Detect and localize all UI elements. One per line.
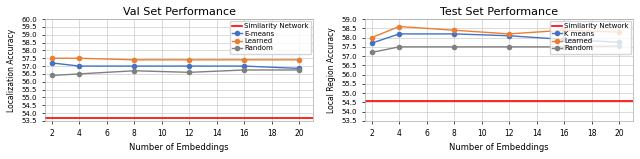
K means — [506, 35, 513, 37]
Random — [76, 73, 83, 75]
Learned — [396, 26, 403, 28]
Y-axis label: Local Region Accuracy: Local Region Accuracy — [327, 27, 336, 113]
Title: Val Set Performance: Val Set Performance — [122, 7, 236, 17]
Random — [241, 69, 248, 71]
E-means — [186, 65, 193, 67]
Learned — [48, 57, 56, 59]
K means — [616, 41, 623, 43]
E-means — [131, 65, 138, 67]
Learned — [76, 57, 83, 59]
Random — [186, 71, 193, 73]
Line: Random: Random — [50, 68, 301, 78]
Learned — [561, 29, 568, 31]
Random — [131, 70, 138, 72]
Random — [451, 46, 458, 48]
Similarity Network — [354, 100, 362, 101]
Line: K means: K means — [370, 32, 621, 45]
X-axis label: Number of Embeddings: Number of Embeddings — [129, 143, 229, 152]
Learned — [506, 33, 513, 35]
Title: Test Set Performance: Test Set Performance — [440, 7, 558, 17]
Random — [396, 46, 403, 48]
Line: Random: Random — [370, 44, 621, 55]
Learned — [451, 29, 458, 31]
Random — [48, 75, 56, 76]
E-means — [48, 62, 56, 64]
Random — [368, 52, 376, 53]
K means — [396, 33, 403, 35]
Random — [561, 46, 568, 48]
K means — [561, 38, 568, 40]
E-means — [296, 67, 303, 69]
Line: E-means: E-means — [50, 61, 301, 70]
Similarity Network — [340, 100, 348, 101]
Learned — [616, 31, 623, 33]
Learned — [241, 59, 248, 61]
Learned — [186, 59, 193, 61]
Random — [506, 46, 513, 48]
E-means — [241, 65, 248, 67]
Learned — [296, 59, 303, 61]
Learned — [131, 59, 138, 61]
E-means — [76, 65, 83, 67]
Line: Learned: Learned — [50, 56, 301, 62]
Similarity Network — [20, 117, 28, 119]
K means — [368, 42, 376, 44]
Legend: Similarity Network, E-means, Learned, Random: Similarity Network, E-means, Learned, Ra… — [230, 21, 311, 54]
Similarity Network — [34, 117, 42, 119]
Y-axis label: Localization Accuracy: Localization Accuracy — [7, 28, 16, 112]
K means — [451, 33, 458, 35]
X-axis label: Number of Embeddings: Number of Embeddings — [449, 143, 548, 152]
Legend: Similarity Network, K means, Learned, Random: Similarity Network, K means, Learned, Ra… — [550, 21, 631, 54]
Learned — [368, 37, 376, 39]
Random — [296, 69, 303, 71]
Line: Learned: Learned — [370, 24, 621, 40]
Random — [616, 45, 623, 47]
